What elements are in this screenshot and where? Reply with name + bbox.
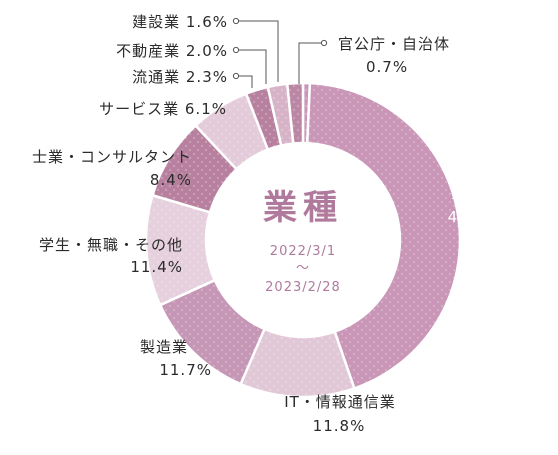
leader-dot-建設業 bbox=[232, 17, 240, 25]
leader-lines bbox=[232, 17, 328, 88]
slice-texture-流通業 bbox=[246, 86, 282, 150]
label-サービス業: サービス業 6.1% bbox=[99, 100, 227, 118]
label-流通業: 流通業 2.3% bbox=[132, 68, 228, 86]
chart-title: 業種 bbox=[263, 188, 343, 228]
leader-dot-流通業 bbox=[232, 72, 240, 80]
slice-texture-学生-無職-その他 bbox=[146, 195, 215, 306]
slice-labels: 官公庁・自治体 0.7% 金融業 44.0% IT・情報通信業 11.8% 製造業 11.7%… bbox=[32, 13, 501, 435]
value-士業-コンサルタント: 8.4% bbox=[150, 171, 192, 189]
center-label: 業種 2022/3/1 ～ 2023/2/28 bbox=[263, 188, 343, 295]
period-start: 2022/3/1 bbox=[270, 244, 336, 259]
slice-texture-製造業 bbox=[160, 280, 265, 385]
label-製造業: 製造業 bbox=[140, 338, 188, 356]
slice-texture-サービス業 bbox=[195, 93, 268, 170]
value-金融業: 44.0% bbox=[448, 208, 501, 226]
label-建設業: 建設業 1.6% bbox=[132, 13, 228, 31]
leader-line-官公庁-自治体 bbox=[298, 42, 324, 84]
label-IT-情報通信業: IT・情報通信業 bbox=[284, 393, 396, 411]
label-官公庁-自治体: 官公庁・自治体 bbox=[338, 35, 450, 53]
slice-texture-不動産業 bbox=[267, 83, 294, 146]
label-士業-コンサルタント: 士業・コンサルタント bbox=[32, 148, 192, 166]
value-官公庁-自治体: 0.7% bbox=[366, 58, 408, 76]
label-不動産業: 不動産業 2.0% bbox=[116, 42, 228, 60]
leader-line-不動産業 bbox=[236, 49, 267, 84]
leader-dot-不動産業 bbox=[232, 46, 240, 54]
period-end: 2023/2/28 bbox=[265, 280, 341, 295]
value-学生-無職-その他: 11.4% bbox=[130, 258, 183, 276]
donut-slices bbox=[144, 81, 462, 399]
leader-line-流通業 bbox=[236, 75, 253, 88]
value-IT-情報通信業: 11.8% bbox=[313, 417, 366, 435]
leader-line-建設業 bbox=[236, 20, 279, 82]
slice-texture-金融業 bbox=[307, 83, 460, 389]
label-金融業: 金融業 bbox=[451, 184, 499, 202]
slice-texture-建設業 bbox=[287, 83, 303, 144]
slice-texture-IT-情報通信業 bbox=[240, 329, 355, 397]
period-separator: ～ bbox=[296, 261, 310, 276]
leader-dot-官公庁-自治体 bbox=[320, 39, 328, 47]
value-製造業: 11.7% bbox=[159, 361, 212, 379]
label-学生-無職-その他: 学生・無職・その他 bbox=[39, 236, 183, 254]
